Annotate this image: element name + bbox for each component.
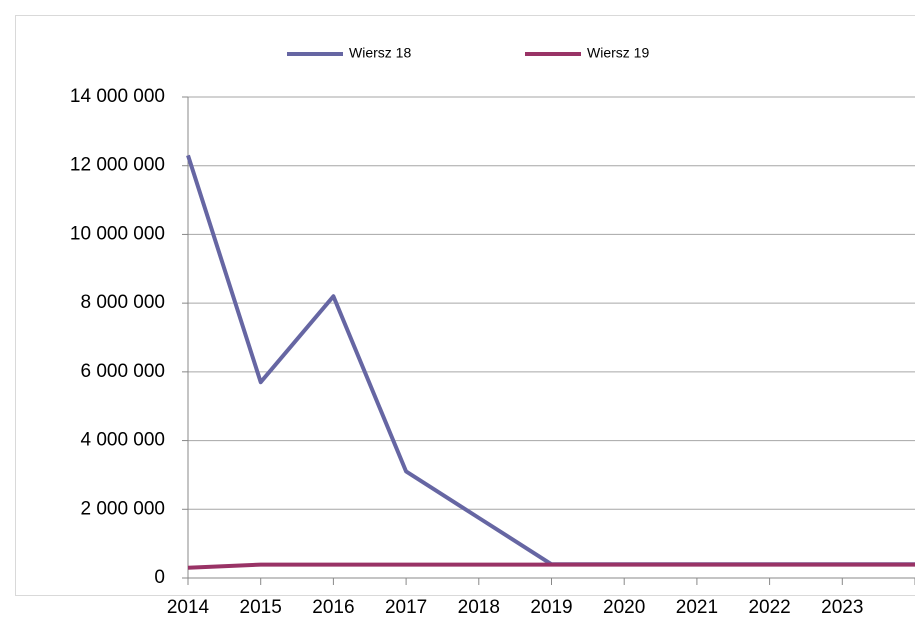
x-tick-label: 2019 <box>530 597 572 618</box>
series-line <box>187 562 915 570</box>
x-tick-label: 2021 <box>676 597 718 618</box>
y-tick-label: 2 000 000 <box>80 498 165 519</box>
x-tick-label: 2023 <box>821 597 863 618</box>
x-tick-label: 2020 <box>603 597 645 618</box>
x-tick-label: 2018 <box>458 597 500 618</box>
y-tick-label: 0 <box>154 567 165 588</box>
legend-label: Wiersz 18 <box>349 45 411 61</box>
y-tick-label: 6 000 000 <box>80 361 165 382</box>
x-tick-label: 2016 <box>312 597 354 618</box>
y-tick-label: 8 000 000 <box>80 292 165 313</box>
x-tick-label: 2017 <box>385 597 427 618</box>
y-tick-label: 12 000 000 <box>70 155 165 176</box>
series-line <box>186 154 915 567</box>
chart-frame <box>15 15 915 596</box>
x-tick-label: 2015 <box>240 597 282 618</box>
x-tick-label: 2014 <box>167 597 210 618</box>
y-tick-label: 4 000 000 <box>80 430 165 451</box>
x-tick-label: 2022 <box>748 597 790 618</box>
legend-label: Wiersz 19 <box>587 45 649 61</box>
y-tick-label: 14 000 000 <box>70 86 165 107</box>
y-tick-label: 10 000 000 <box>70 223 165 244</box>
